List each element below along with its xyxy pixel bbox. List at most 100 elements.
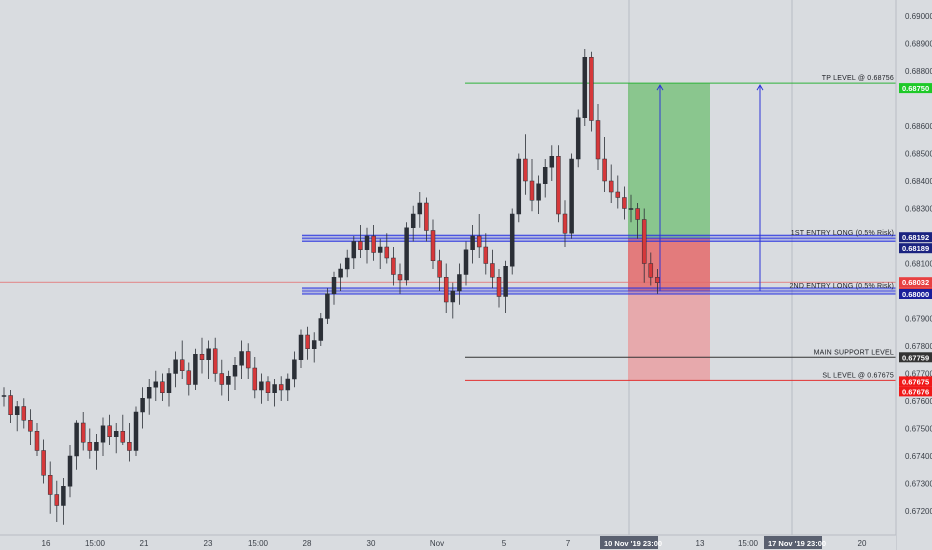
price-tick-label: 0.67300 [905, 480, 932, 489]
time-tick-label: 7 [566, 539, 571, 548]
time-tick-label: 5 [502, 539, 507, 548]
entry1-price-badge-text: 0.68192 [902, 233, 929, 242]
level-label-entry1: 1ST ENTRY LONG (0.5% Risk) [791, 230, 894, 237]
candle-body [338, 268, 343, 278]
candle-body [100, 425, 106, 443]
price-tick-label: 0.67800 [905, 342, 932, 351]
price-tick-label: 0.67600 [905, 397, 932, 406]
candle-body [562, 213, 568, 234]
candle-body [595, 120, 601, 160]
price-tick-label: 0.68400 [905, 177, 932, 186]
candle-body [622, 197, 627, 209]
candle-body [457, 274, 462, 292]
candle-body [648, 263, 654, 278]
price-tick-label: 0.67900 [905, 315, 932, 324]
projection-date-badge [764, 536, 822, 549]
candle-body [127, 442, 132, 451]
candle-body [186, 370, 192, 385]
sl-alt-price-badge [899, 386, 932, 397]
candle-body [589, 57, 594, 121]
candle-body [542, 167, 548, 184]
candle-body [226, 376, 231, 385]
candle-body [272, 384, 277, 393]
arrow-head-icon [756, 84, 764, 91]
candle-body [146, 387, 152, 399]
candle-body [556, 156, 561, 215]
time-tick-label: 16 [42, 539, 51, 548]
candle-body [28, 420, 33, 432]
tp-price-badge-text: 0.68750 [902, 84, 929, 93]
candle-body [285, 378, 291, 391]
candle-body [404, 227, 409, 281]
candle-body [430, 230, 436, 261]
candle-body [160, 381, 165, 393]
level-label-tp: TP LEVEL @ 0.68756 [822, 75, 894, 82]
candle-body [628, 208, 634, 210]
time-axis[interactable]: 16 15:00 21 23 15:00 28 30 Nov 5 7 13 15:00 20 10 Nov… [42, 536, 867, 549]
candle-body [569, 158, 574, 234]
candle-body [318, 318, 324, 341]
entry2-price-badge-text: 0.68000 [902, 290, 929, 299]
candle-body [575, 117, 581, 160]
candle-body [391, 257, 396, 275]
time-tick-label: 15:00 [85, 539, 106, 548]
price-tick-label: 0.67200 [905, 507, 932, 516]
price-tick-label: 0.68500 [905, 150, 932, 159]
candle-body [384, 246, 390, 259]
candle-body [206, 348, 211, 360]
candle-body [212, 348, 218, 374]
candle-body [536, 183, 541, 201]
arrow-head-icon [656, 84, 664, 91]
price-tick-label: 0.67400 [905, 452, 932, 461]
time-axis-panel[interactable] [0, 535, 896, 550]
price-axis[interactable]: 0.69000 0.68900 0.68800 0.68600 0.68500 0.684… [899, 12, 932, 516]
candles [1, 49, 660, 525]
time-tick-label: 15:00 [248, 539, 269, 548]
candle-body [305, 334, 310, 349]
time-tick-label: 28 [303, 539, 312, 548]
candle-body [8, 395, 13, 415]
candle-body [608, 180, 614, 193]
candle-body [377, 246, 383, 253]
price-tick-label: 0.68900 [905, 40, 932, 49]
price-tick-label: 0.68600 [905, 122, 932, 131]
time-tick-label: 21 [140, 539, 149, 548]
profit-zone[interactable] [628, 83, 710, 239]
candle-body [529, 180, 535, 201]
loss-zone[interactable] [628, 238, 710, 291]
price-tick-label: 0.68300 [905, 205, 932, 214]
candle-body [463, 249, 469, 275]
candle-body [397, 274, 403, 281]
time-tick-label: 30 [367, 539, 376, 548]
candle-body [179, 359, 185, 371]
candle-body [325, 293, 330, 319]
candle-body [133, 411, 139, 451]
price-tick-label: 0.68800 [905, 67, 932, 76]
candle-body [107, 425, 112, 437]
candle-body [34, 431, 40, 451]
entry1-price-badge [899, 232, 932, 243]
candle-body [476, 235, 482, 248]
time-tick-label: 15:00 [738, 539, 759, 548]
candle-body [94, 442, 99, 451]
level-label-support: MAIN SUPPORT LEVEL [814, 349, 894, 356]
candle-body [641, 219, 647, 264]
candle-body [496, 277, 502, 297]
candle-body [602, 158, 607, 182]
candle-body [193, 354, 198, 385]
candle-body [47, 475, 53, 495]
price-axis-panel[interactable] [896, 0, 932, 550]
candle-body [437, 260, 442, 278]
candle-body [1, 395, 7, 397]
candle-body [259, 381, 264, 391]
stop-loss-zone[interactable] [628, 291, 710, 381]
price-tick-label: 0.67500 [905, 425, 932, 434]
candle-body [252, 367, 258, 391]
candle-body [173, 359, 178, 374]
candle-body [344, 257, 350, 270]
candle-body [311, 340, 317, 349]
price-tick-label: 0.68100 [905, 260, 932, 269]
candle-body [113, 431, 119, 437]
